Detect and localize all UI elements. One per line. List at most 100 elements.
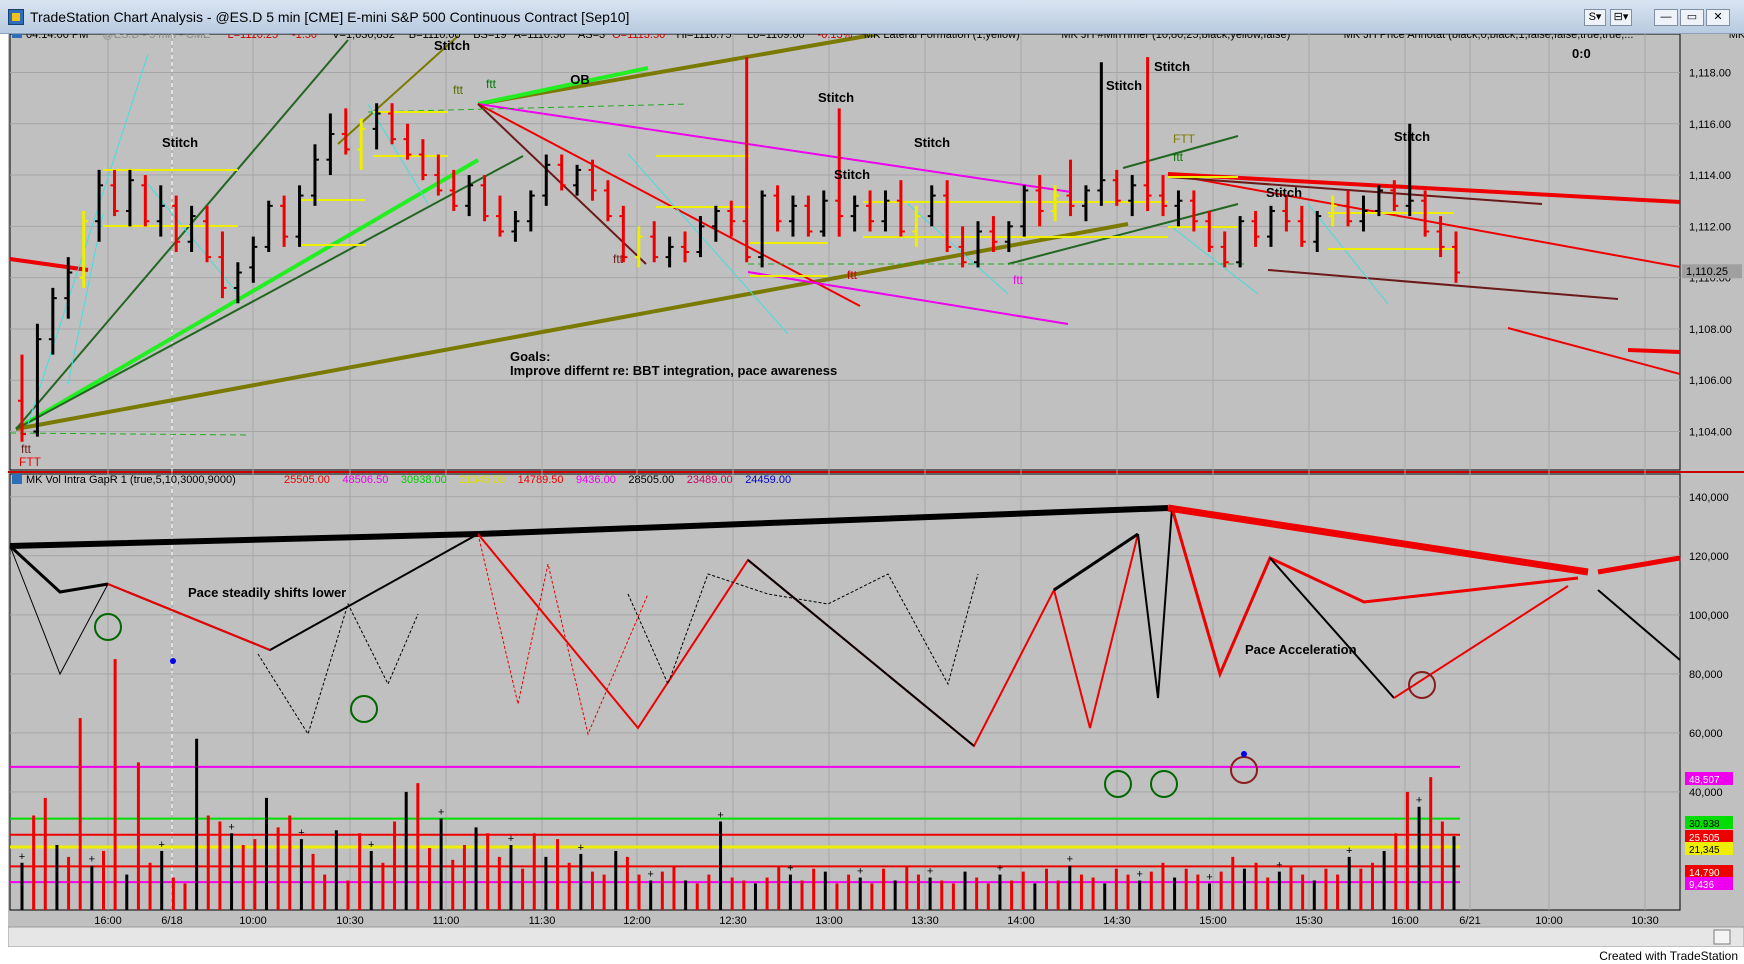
price-bar	[295, 185, 304, 247]
volume-status-item: MK Vol Intra GapR 1 (true,5,10,3000,9000…	[26, 474, 236, 486]
price-status-item: MK JH PBar GapV3 (400,Black,Red,Y	[1729, 34, 1744, 41]
volume-axis-label: 40,000	[1689, 787, 1723, 799]
x-tick-label: 12:30	[719, 915, 747, 927]
price-bar	[1035, 175, 1044, 227]
price-bar	[835, 108, 844, 237]
price-bar	[79, 210, 88, 288]
price-status-item: AS=3	[578, 34, 605, 41]
horizontal-scrollbar	[8, 926, 1744, 947]
price-annotation: Stitch	[818, 90, 854, 105]
price-bar	[496, 195, 504, 237]
price-bar	[788, 195, 797, 237]
price-bar	[1189, 190, 1198, 232]
price-bar	[1313, 210, 1322, 252]
price-bar	[326, 113, 335, 176]
price-bar	[603, 180, 612, 222]
volume-marker: +	[1346, 845, 1352, 857]
price-bar	[974, 221, 982, 268]
price-bar	[203, 205, 212, 263]
level-tag-bg	[1685, 865, 1733, 878]
price-bar	[681, 231, 690, 263]
volume-marker: +	[1416, 795, 1422, 807]
price-axis-label: 1,118.00	[1689, 67, 1731, 79]
price-status-item: 04:14:00 PM	[26, 34, 88, 41]
created-with-footer: Created with TradeStation	[1599, 949, 1738, 963]
price-axis-label: 1,108.00	[1689, 324, 1732, 336]
price-bar	[650, 221, 659, 263]
chart-window[interactable]: + + + + + + + + + + + + + + + + + + + + + Stitch Stitch Stitch…	[8, 34, 1744, 947]
dark-green-trendline	[15, 155, 524, 430]
price-annotation: Stitch	[1394, 129, 1430, 144]
price-bar	[912, 205, 921, 247]
cyan-fan-line	[67, 213, 104, 385]
price-bar	[819, 190, 828, 237]
price-bar	[943, 180, 952, 252]
price-bar	[696, 216, 705, 258]
price-bar	[434, 154, 443, 196]
red-trendline	[9, 257, 89, 272]
price-bar	[249, 236, 258, 283]
price-bar	[1421, 190, 1430, 237]
level-tag: 21,345	[1689, 845, 1720, 856]
minimize-button[interactable]: —	[1654, 9, 1678, 26]
price-bar	[1220, 231, 1229, 268]
price-bar	[1452, 231, 1460, 283]
pace-dashed-line	[477, 533, 649, 736]
volume-dot	[170, 658, 176, 664]
volume-highlight-circle	[350, 695, 378, 723]
olive-trendline	[15, 222, 1129, 431]
price-annotation: ftt	[613, 252, 624, 266]
x-tick-label: 16:00	[94, 915, 122, 927]
price-annotation: OB	[570, 72, 590, 87]
price-bar	[1436, 216, 1445, 258]
cyan-fan-line	[1307, 203, 1389, 305]
volume-highlight-circle	[94, 613, 122, 641]
goals-text: Improve differnt re: BBT integration, pa…	[510, 363, 837, 378]
chart-canvas[interactable]: + + + + + + + + + + + + + + + + + + + + + Stitch Stitch Stitch…	[8, 34, 1744, 947]
volume-marker: +	[717, 809, 723, 821]
price-annotation: Stitch	[162, 135, 198, 150]
green-trendline	[14, 158, 480, 431]
close-button[interactable]: ✕	[1706, 9, 1730, 26]
price-bar	[958, 226, 967, 268]
price-bar	[357, 118, 366, 170]
price-bar	[1081, 185, 1090, 222]
volume-axis-label: 140,000	[1689, 492, 1729, 504]
brown-trendline	[1167, 176, 1543, 205]
price-bar	[187, 205, 196, 252]
price-bar	[557, 154, 566, 191]
price-bar	[1251, 210, 1260, 247]
x-tick-label: 14:30	[1103, 915, 1131, 927]
price-status-item: B=1110.00	[409, 34, 461, 41]
price-annotation: ftt	[847, 268, 858, 282]
volume-status-item: 14789.50	[518, 474, 564, 486]
volume-marker: +	[508, 833, 514, 845]
maximize-button[interactable]: ▭	[1680, 9, 1704, 26]
price-bar	[403, 123, 412, 160]
price-bar	[1236, 216, 1245, 268]
price-bar	[1004, 221, 1013, 252]
price-bar	[18, 354, 26, 442]
volume-marker: +	[647, 868, 653, 880]
price-annotation: Stitch	[434, 38, 470, 53]
x-tick-label: 6/18	[161, 915, 182, 927]
price-bar	[233, 262, 242, 304]
last-price-tag: 1,110.25	[1686, 266, 1728, 278]
pace-dashed-line	[627, 573, 979, 686]
volume-marker: +	[927, 866, 933, 878]
price-annotation: Stitch	[834, 167, 870, 182]
symbol-link-button[interactable]: S▾	[1584, 9, 1606, 26]
price-annotation: ftt	[1173, 150, 1184, 164]
x-tick-label: 12:00	[623, 915, 651, 927]
price-annotation: Stitch	[914, 135, 950, 150]
volume-axis-label: 120,000	[1689, 551, 1729, 563]
volume-highlight-circle	[1408, 671, 1436, 699]
price-bar	[711, 205, 720, 242]
volume-panel-icon	[12, 474, 22, 484]
red-trendline	[1167, 172, 1681, 204]
volume-status-item: 30938.00	[401, 474, 447, 486]
volume-status-item: 28505.00	[628, 474, 674, 486]
price-status-item: -0.13%	[818, 34, 853, 41]
window-menu-button[interactable]: ⊟▾	[1610, 9, 1632, 26]
price-status-item: Lo=1109.00	[747, 34, 805, 41]
